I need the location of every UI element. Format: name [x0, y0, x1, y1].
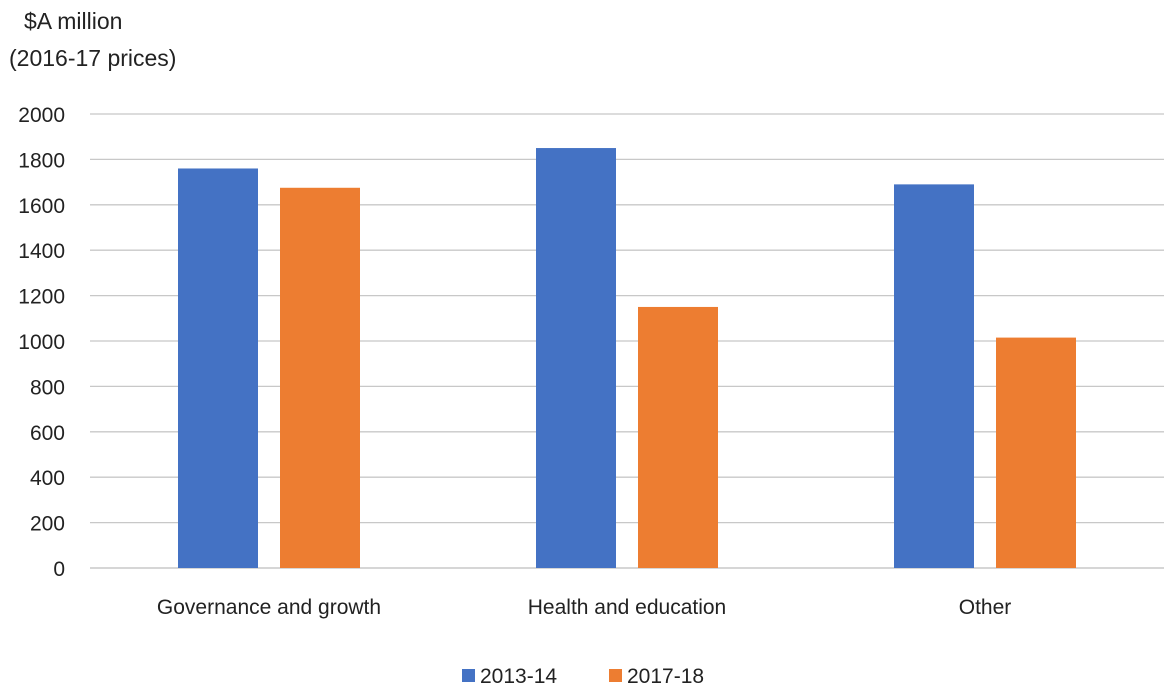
bar-2017-18-3 — [996, 337, 1076, 568]
legend-swatch-2017-18 — [609, 669, 622, 682]
y-tick-label: 1000 — [18, 331, 65, 354]
bars — [178, 148, 1076, 569]
bar-2017-18-1 — [280, 187, 360, 568]
y-axis-label-line-2: (2016-17 prices) — [9, 45, 177, 71]
x-axis-ticks: Governance and growth Health and educatio… — [157, 596, 1011, 619]
y-tick-label: 0 — [53, 558, 65, 581]
y-axis-label-line-1: $A million — [24, 8, 123, 34]
bar-2013-14-3 — [894, 184, 974, 568]
bar-2017-18-2 — [638, 306, 718, 568]
legend-label: 2013-14 — [480, 665, 557, 688]
x-tick-label: Health and education — [528, 596, 727, 619]
y-tick-label: 2000 — [18, 104, 65, 127]
y-axis-ticks: 0 200 400 600 800 1000 1200 1400 1600 1800 2000 — [18, 104, 65, 581]
y-tick-label: 200 — [30, 513, 65, 536]
y-tick-label: 800 — [30, 376, 65, 399]
legend: 2013-14 2017-18 — [462, 665, 704, 688]
gridlines — [90, 113, 1164, 569]
bar-2013-14-2 — [536, 148, 616, 569]
x-tick-label: Other — [959, 596, 1012, 619]
legend-swatch-2013-14 — [462, 669, 475, 682]
y-tick-label: 600 — [30, 422, 65, 445]
y-tick-label: 1800 — [18, 149, 65, 172]
y-tick-label: 1600 — [18, 195, 65, 218]
bar-2013-14-1 — [178, 168, 258, 569]
y-tick-label: 400 — [30, 467, 65, 490]
y-tick-label: 1400 — [18, 240, 65, 263]
x-tick-label: Governance and growth — [157, 596, 381, 619]
legend-label: 2017-18 — [627, 665, 704, 688]
y-tick-label: 1200 — [18, 286, 65, 309]
